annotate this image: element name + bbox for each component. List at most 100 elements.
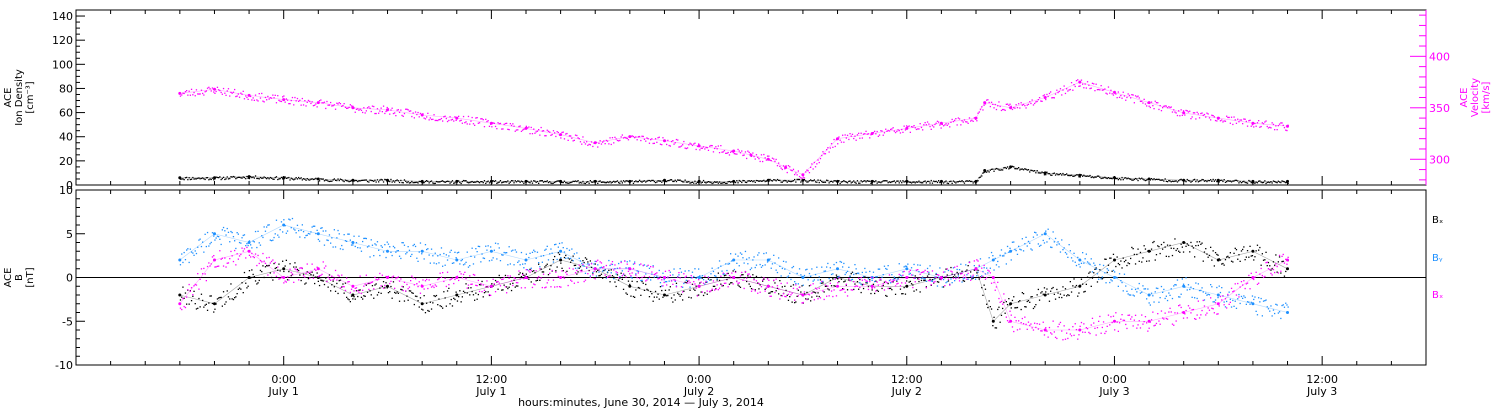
density-series-sample: [733, 180, 735, 182]
b-series-1-sample: [535, 257, 537, 259]
b-series-1-sample: [730, 253, 732, 255]
b-series-2-sample: [1035, 326, 1037, 329]
b-series-2-sample: [1152, 311, 1154, 313]
b-series-1-sample: [958, 269, 961, 271]
b-series-0-sample: [1126, 264, 1128, 267]
density-series-sample: [584, 182, 587, 185]
b-series-1-sample: [807, 279, 809, 281]
velocity-series-sample: [625, 137, 627, 139]
b-series-1-sample: [268, 224, 270, 226]
velocity-series-sample: [588, 143, 590, 145]
b-series-1-sample: [471, 247, 473, 249]
density-series-sample: [679, 179, 681, 181]
density-series-sample: [808, 180, 811, 182]
b-series-0-sample: [348, 299, 350, 301]
b-series-2-sample: [691, 277, 694, 279]
b-series-1-sample: [1133, 295, 1135, 297]
b-series-2-point: [1009, 319, 1013, 323]
b-series-1-sample: [759, 263, 761, 266]
density-series-sample: [1101, 177, 1103, 179]
density-series-sample: [1074, 174, 1076, 177]
velocity-series-sample: [944, 124, 946, 126]
b-series-0-sample: [1066, 295, 1068, 297]
b-series-2-sample: [270, 260, 273, 263]
b-series-1-sample: [1095, 268, 1097, 270]
b-series-2-sample: [668, 269, 670, 272]
velocity-series-sample: [306, 101, 308, 103]
velocity-series-sample: [892, 127, 894, 129]
b-series-1-sample: [1142, 285, 1144, 287]
b-series-0-sample: [525, 273, 527, 275]
b-series-2-point: [1286, 258, 1289, 262]
density-series-sample: [227, 178, 230, 180]
b-series-0-sample: [682, 299, 684, 301]
density-series-sample: [1259, 180, 1261, 182]
b-series-2-sample: [510, 280, 513, 282]
velocity-series-sample: [275, 102, 278, 104]
b-series-0-sample: [795, 301, 797, 303]
b-series-1-sample: [1057, 241, 1059, 243]
b-series-1-sample: [209, 243, 211, 245]
b-series-2-sample: [810, 284, 812, 286]
b-series-1-point: [524, 258, 528, 262]
b-series-2-sample: [448, 284, 450, 286]
density-series-sample: [659, 180, 662, 182]
b-series-1-point: [282, 223, 286, 227]
b-series-1-sample: [846, 270, 849, 272]
density-series-sample: [647, 179, 649, 182]
velocity-series-sample: [875, 133, 877, 135]
b-series-1-sample: [891, 274, 893, 276]
density-series-sample: [721, 182, 723, 184]
b-series-2-sample: [786, 282, 788, 284]
b-series-1-sample: [1224, 306, 1227, 308]
b-series-1-sample: [950, 278, 952, 280]
b-series-2-sample: [813, 299, 815, 301]
velocity-series-sample: [1032, 104, 1035, 106]
b-series-1-sample: [232, 236, 235, 238]
b-series-0-sample: [784, 285, 786, 287]
velocity-series-sample: [947, 123, 950, 125]
b-series-0-sample: [595, 271, 598, 273]
b-series-0-sample: [432, 302, 434, 304]
b-series-1-sample: [1182, 283, 1185, 285]
density-series-sample: [375, 181, 377, 183]
x-tick-date: July 2: [891, 385, 922, 398]
b-series-1-sample: [410, 255, 412, 257]
density-series-sample: [451, 180, 454, 182]
velocity-series-sample: [397, 109, 399, 111]
velocity-series-sample: [720, 145, 722, 147]
density-series-sample: [807, 181, 809, 183]
b-series-0-sample: [323, 283, 326, 286]
b-series-0-sample: [622, 288, 625, 290]
velocity-series-point: [1251, 121, 1255, 125]
b-series-1-sample: [240, 242, 242, 244]
b-series-0-sample: [257, 282, 259, 284]
b-series-0-sample: [492, 285, 494, 287]
density-series-sample: [1147, 178, 1149, 181]
density-series-sample: [669, 179, 671, 181]
b-series-1-sample: [1262, 300, 1265, 302]
b-series-1-sample: [1080, 262, 1083, 264]
b-series-1-sample: [1228, 291, 1230, 293]
density-series-sample: [202, 177, 204, 179]
b-series-1-sample: [942, 278, 945, 281]
density-series-sample: [352, 180, 354, 182]
velocity-series-sample: [541, 130, 543, 132]
b-series-2-sample: [215, 266, 217, 268]
b-series-1-sample: [202, 241, 204, 243]
b-series-2-sample: [638, 277, 641, 279]
b-series-1-sample: [1264, 300, 1266, 302]
b-series-0-sample: [1253, 259, 1255, 261]
b-series-2-sample: [451, 277, 454, 279]
b-series-2-sample: [421, 284, 423, 286]
velocity-series-sample: [867, 133, 870, 135]
velocity-series-sample: [870, 134, 872, 136]
b-series-0-sample: [366, 291, 369, 293]
b-series-0-sample: [342, 283, 344, 285]
velocity-series-sample: [705, 146, 707, 149]
b-series-1-sample: [1114, 271, 1116, 273]
b-series-2-sample: [1110, 316, 1112, 318]
density-series-sample: [412, 182, 414, 184]
velocity-series-sample: [1123, 95, 1126, 97]
velocity-series-sample: [707, 149, 710, 151]
